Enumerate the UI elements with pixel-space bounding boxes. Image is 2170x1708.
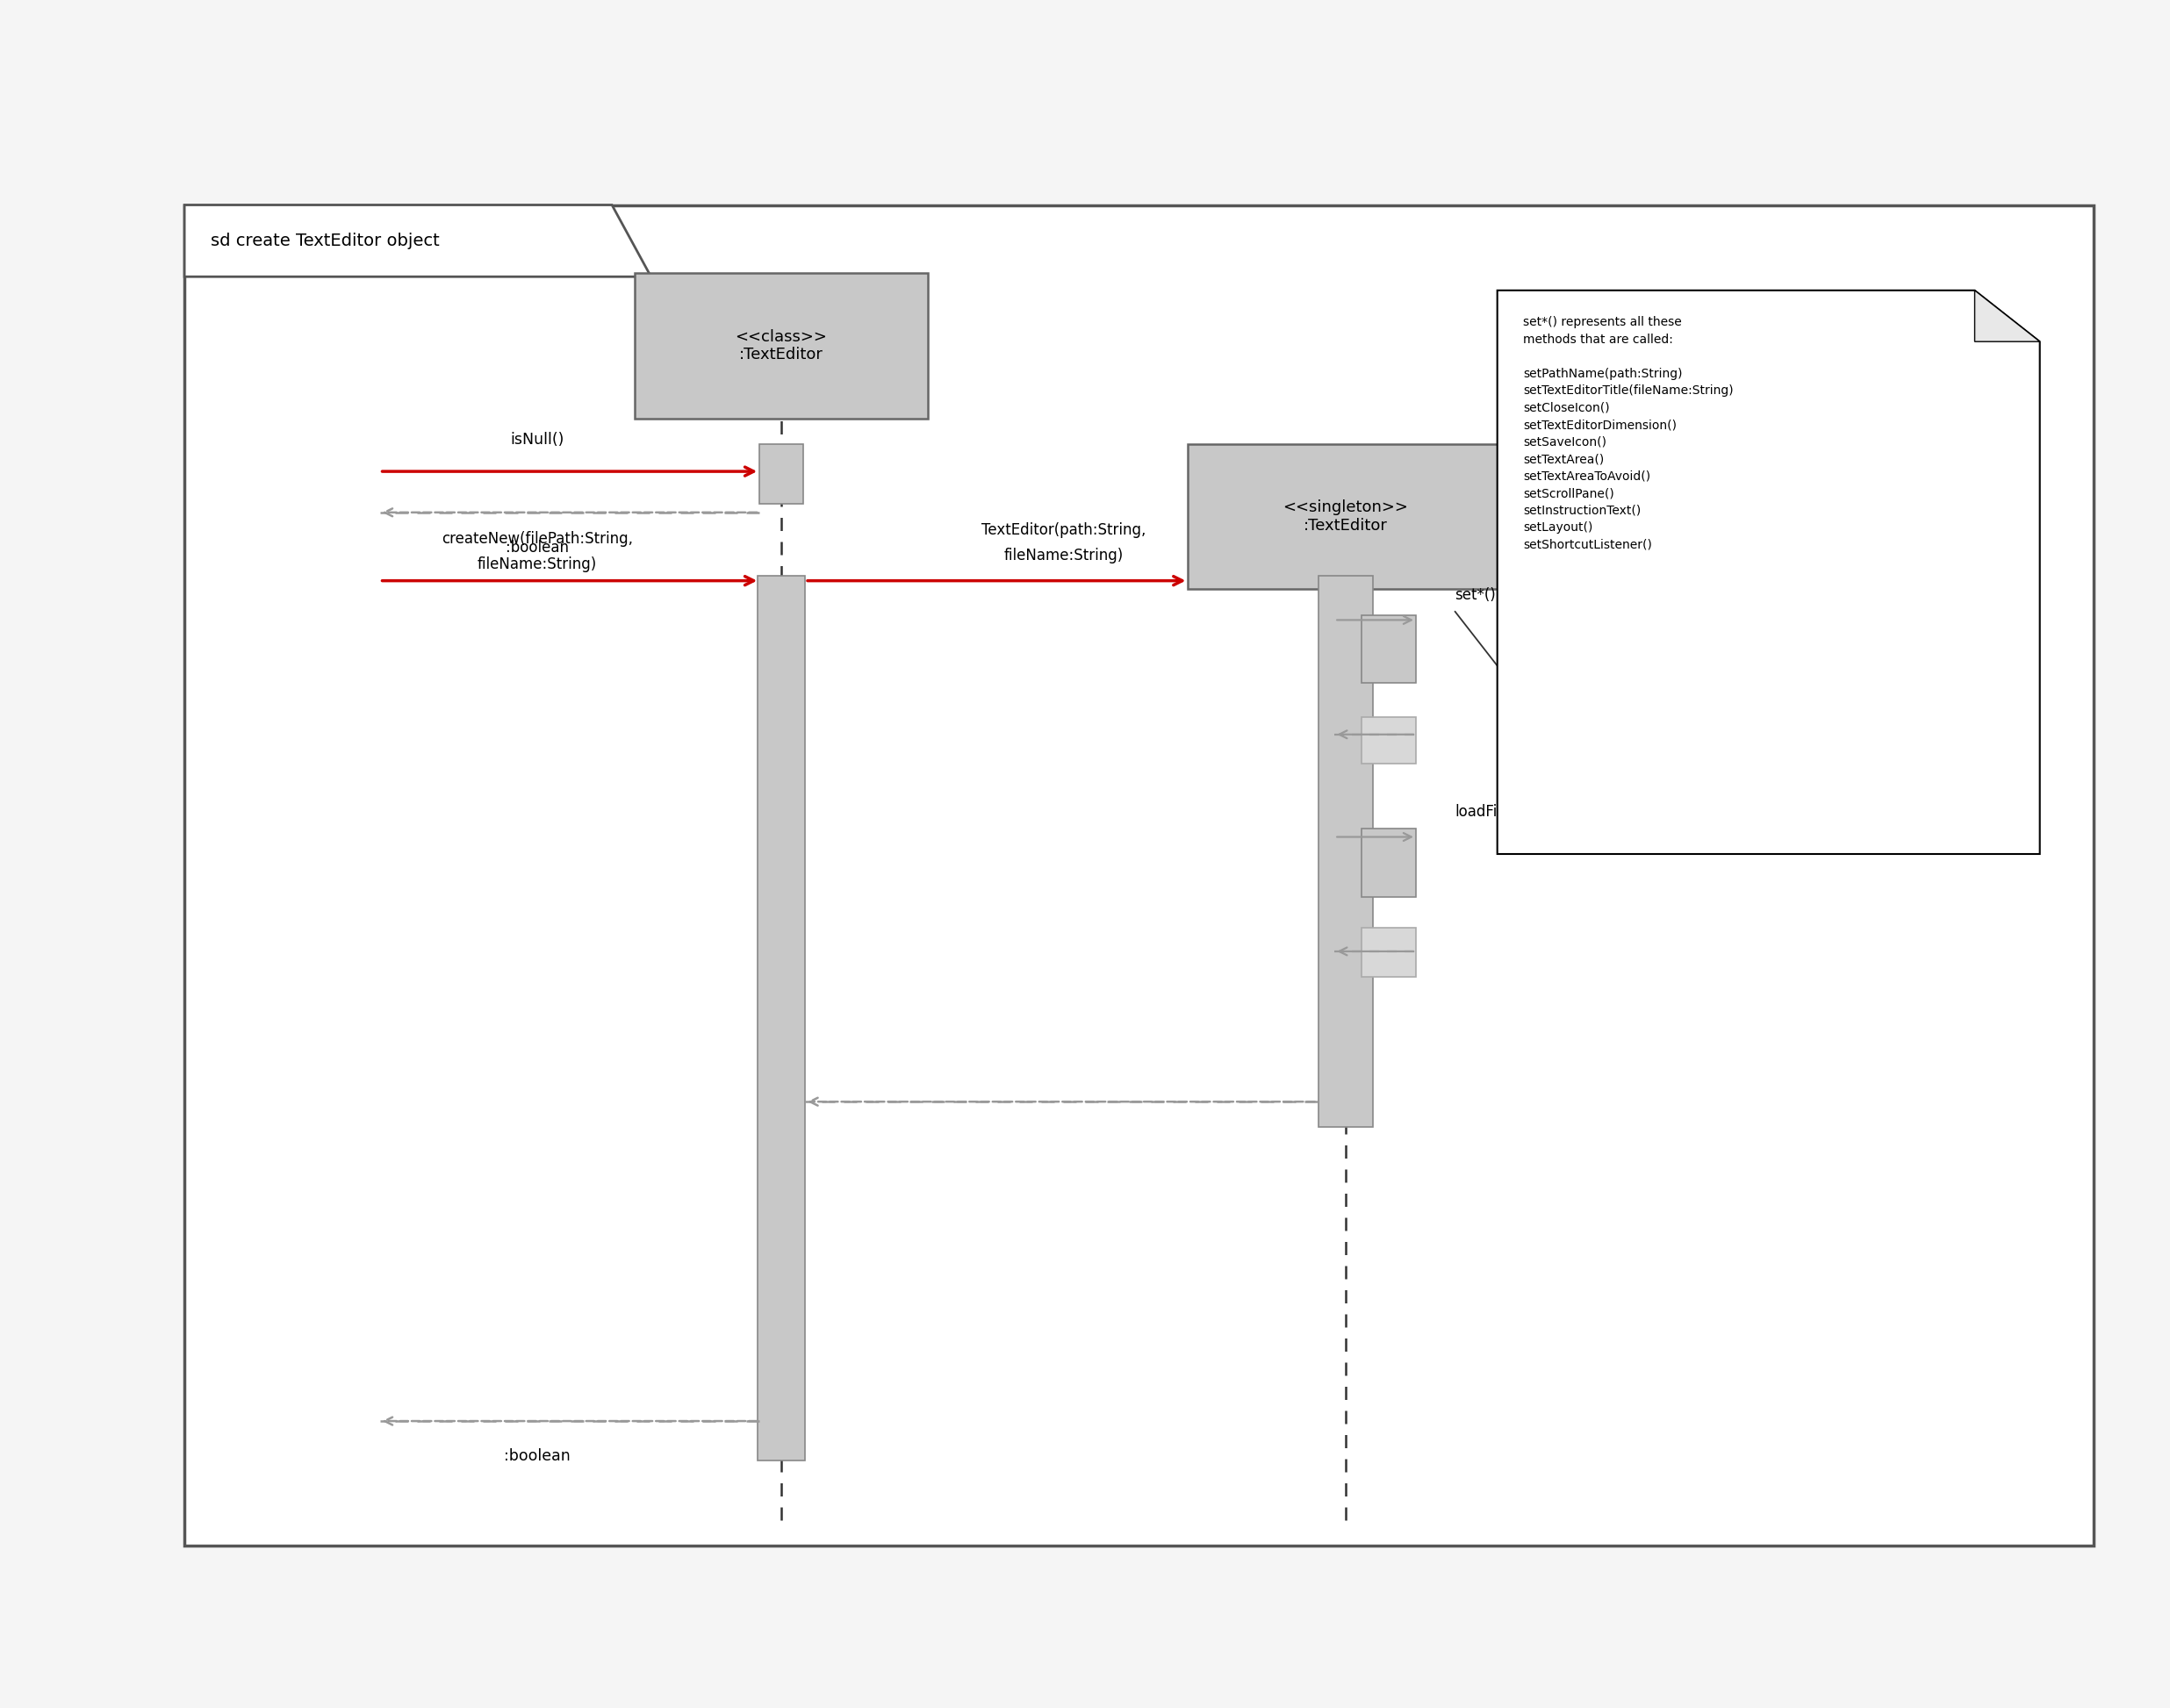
Text: <<class>>
:TextEditor: <<class>> :TextEditor <box>736 330 827 362</box>
Text: TextEditor(path:String,: TextEditor(path:String, <box>981 523 1146 538</box>
Bar <box>759 444 803 504</box>
Text: set*() represents all these
methods that are called:

setPathName(path:String)
s: set*() represents all these methods that… <box>1523 316 1734 550</box>
Polygon shape <box>1975 290 2040 342</box>
Text: set*(): set*() <box>1454 588 1495 603</box>
Text: :boolean: :boolean <box>506 540 569 555</box>
Text: createNew(filePath:String,: createNew(filePath:String, <box>441 531 634 547</box>
Bar <box>1363 717 1415 763</box>
Bar <box>1317 576 1371 1127</box>
Bar <box>1363 828 1415 897</box>
Bar <box>757 576 805 1460</box>
Text: fileName:String): fileName:String) <box>1003 548 1124 564</box>
Text: :boolean: :boolean <box>503 1448 571 1464</box>
Bar <box>1363 927 1415 977</box>
Text: sd create TextEditor object: sd create TextEditor object <box>210 232 438 249</box>
Text: <<singleton>>
:TextEditor: <<singleton>> :TextEditor <box>1282 500 1408 533</box>
Bar <box>184 205 2094 1546</box>
Bar <box>1187 444 1502 589</box>
Polygon shape <box>1497 290 2040 854</box>
Bar <box>634 273 927 418</box>
Text: loadFile(path:String): loadFile(path:String) <box>1454 804 1604 820</box>
Polygon shape <box>184 205 651 277</box>
Text: fileName:String): fileName:String) <box>477 557 597 572</box>
Text: isNull(): isNull() <box>510 432 564 447</box>
Bar <box>1363 615 1415 683</box>
